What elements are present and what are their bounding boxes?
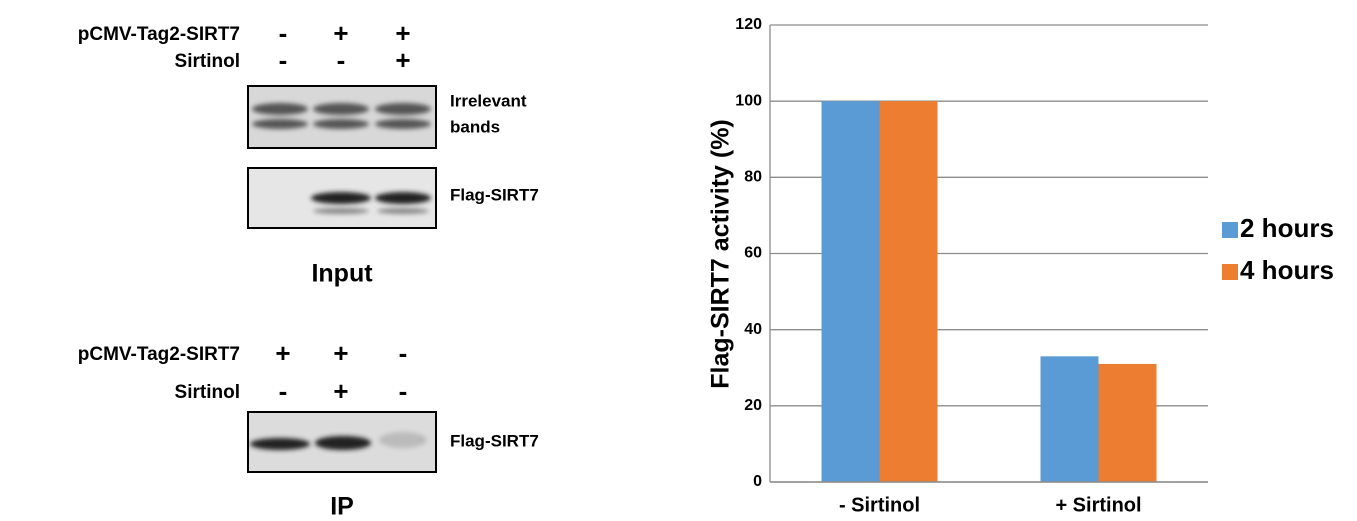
y-tick-label: 80 (744, 169, 762, 186)
bar (880, 101, 938, 482)
y-tick-label: 0 (753, 473, 762, 490)
blot (248, 412, 436, 472)
bar (1099, 364, 1157, 482)
x-tick-label: + Sirtinol (1055, 494, 1141, 516)
legend-label: 4 hours (1240, 255, 1334, 285)
figure: pCMV-Tag2-SIRT7 - + + Sirtinol - - + Irr… (0, 0, 1357, 521)
sign: - (279, 45, 288, 75)
legend-swatch (1222, 264, 1238, 280)
sign: - (337, 45, 346, 75)
sign: + (333, 338, 348, 368)
legend-label: 2 hours (1240, 213, 1334, 243)
y-tick-label: 40 (744, 321, 762, 338)
band-label: Irrelevant (450, 91, 527, 110)
y-axis-title: Flag-SIRT7 activity (%) (707, 119, 735, 389)
sign: - (279, 18, 288, 48)
sign: + (275, 338, 290, 368)
sign: - (279, 376, 288, 406)
sign: + (395, 18, 410, 48)
bar-chart: 0 20 40 60 80 100 120 - Sirtinol + Sirtinol 2 hou… (735, 16, 1334, 516)
row-label: Sirtinol (175, 382, 240, 403)
sign: + (333, 376, 348, 406)
sign: - (399, 376, 408, 406)
band-label: Flag-SIRT7 (450, 185, 539, 204)
panel-caption: IP (330, 493, 354, 521)
band-label: bands (450, 117, 500, 136)
y-tick-label: 120 (735, 16, 762, 33)
bar (1041, 356, 1099, 482)
band-label: Flag-SIRT7 (450, 431, 539, 450)
row-label: pCMV-Tag2-SIRT7 (78, 24, 240, 45)
row-label: Sirtinol (175, 51, 240, 72)
legend-swatch (1222, 222, 1238, 238)
blot (248, 168, 436, 228)
y-tick-label: 60 (744, 245, 762, 262)
sign: + (395, 45, 410, 75)
bar (822, 101, 880, 482)
x-tick-label: - Sirtinol (839, 494, 920, 516)
row-label: pCMV-Tag2-SIRT7 (78, 344, 240, 365)
sign: + (333, 18, 348, 48)
blot (248, 86, 436, 148)
panel-caption: Input (311, 260, 373, 288)
sign: - (399, 338, 408, 368)
y-tick-label: 20 (744, 397, 762, 414)
y-tick-label: 100 (735, 92, 762, 109)
